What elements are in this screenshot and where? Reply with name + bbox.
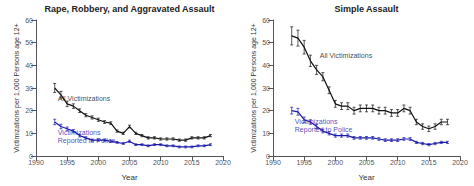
svg-text:2015: 2015 <box>421 159 437 166</box>
svg-text:2010: 2010 <box>153 159 169 166</box>
svg-text:0: 0 <box>29 152 33 160</box>
svg-text:50: 50 <box>262 39 270 46</box>
svg-text:30: 30 <box>25 85 33 92</box>
svg-text:2015: 2015 <box>184 159 200 166</box>
svg-text:40: 40 <box>25 62 33 69</box>
svg-text:2005: 2005 <box>359 159 375 166</box>
svg-text:60: 60 <box>262 17 270 24</box>
svg-text:All Victimizations: All Victimizations <box>58 95 111 102</box>
svg-text:Victimizations: Victimizations <box>295 118 338 125</box>
svg-text:20: 20 <box>262 107 270 114</box>
svg-text:2000: 2000 <box>328 159 344 166</box>
svg-text:Simple Assault: Simple Assault <box>334 4 398 14</box>
svg-text:Reported to Police: Reported to Police <box>58 137 116 145</box>
svg-text:1990: 1990 <box>265 159 281 166</box>
svg-text:30: 30 <box>262 85 270 92</box>
svg-text:2010: 2010 <box>390 159 406 166</box>
svg-text:2000: 2000 <box>91 159 107 166</box>
svg-text:2020: 2020 <box>215 159 231 166</box>
svg-text:20: 20 <box>25 107 33 114</box>
svg-text:Reported to Police: Reported to Police <box>295 126 353 134</box>
svg-text:Victimizations per 1,000 Perso: Victimizations per 1,000 Persons age 12+ <box>250 23 258 152</box>
svg-text:Rape, Robbery, and Aggravated: Rape, Robbery, and Aggravated Assault <box>44 4 214 14</box>
svg-text:1995: 1995 <box>59 159 75 166</box>
svg-text:10: 10 <box>25 130 33 137</box>
svg-text:Victimizations per 1,000 Perso: Victimizations per 1,000 Persons age 12+ <box>13 23 21 152</box>
svg-text:40: 40 <box>262 62 270 69</box>
svg-text:2005: 2005 <box>122 159 138 166</box>
svg-text:10: 10 <box>262 130 270 137</box>
svg-text:60: 60 <box>25 17 33 24</box>
svg-text:All Victimizations: All Victimizations <box>320 52 373 59</box>
svg-text:Year: Year <box>358 173 375 182</box>
svg-text:1995: 1995 <box>296 159 312 166</box>
svg-text:1990: 1990 <box>28 159 44 166</box>
svg-text:0: 0 <box>266 152 270 160</box>
svg-text:50: 50 <box>25 39 33 46</box>
svg-text:Victimizations: Victimizations <box>58 129 101 136</box>
svg-text:Year: Year <box>121 173 138 182</box>
svg-text:2020: 2020 <box>452 159 468 166</box>
